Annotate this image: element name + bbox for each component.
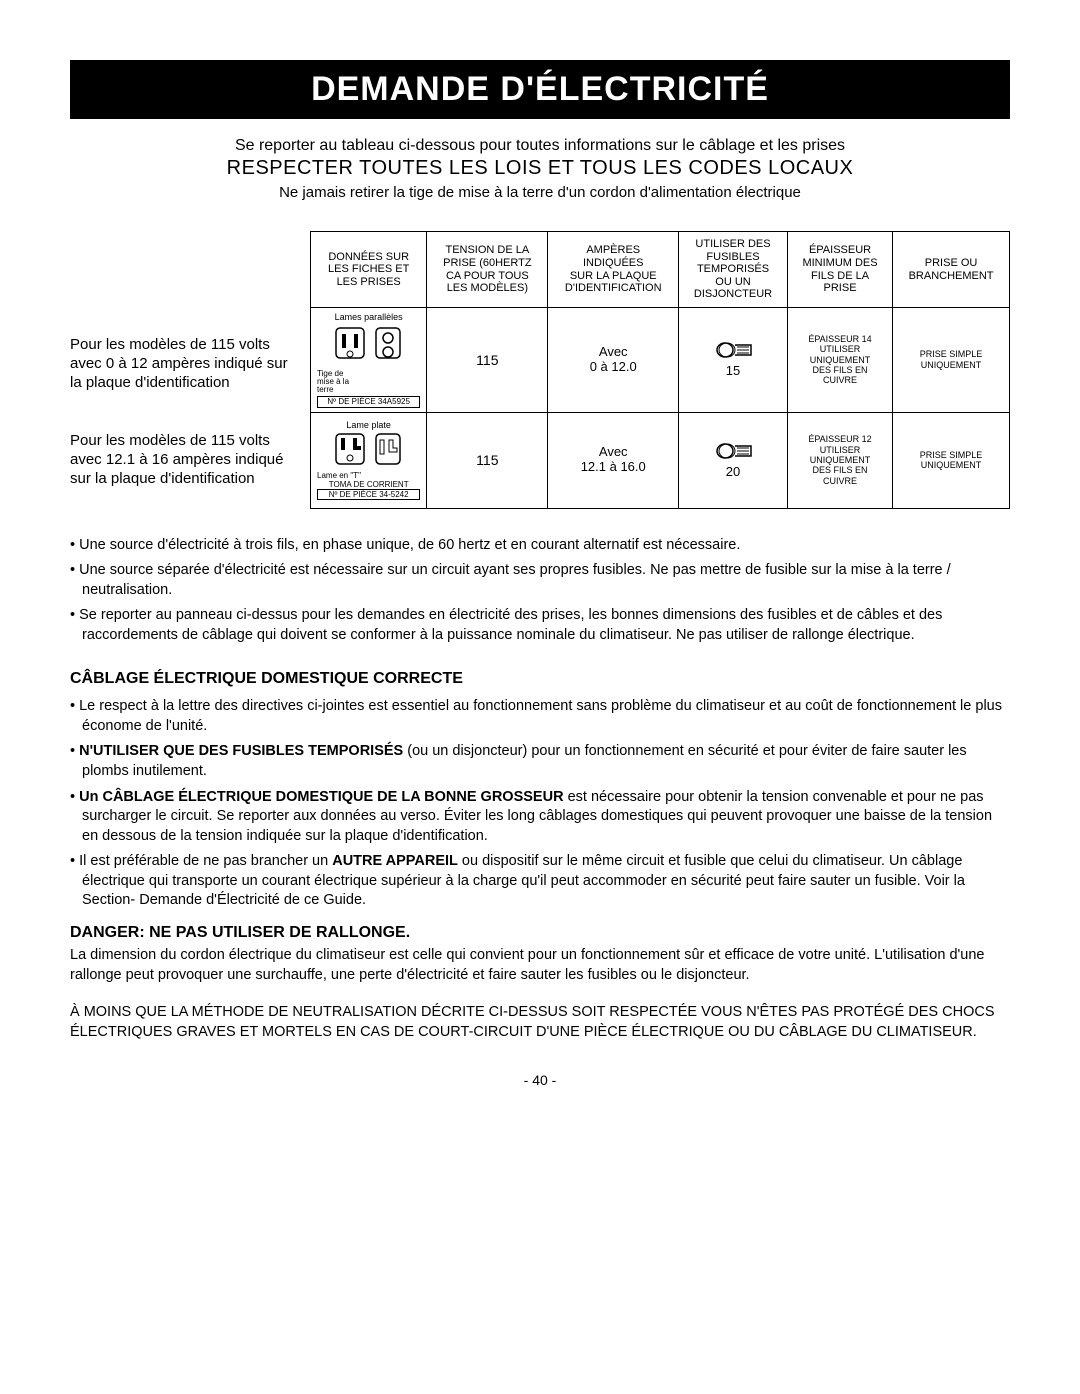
plug-cell-1: Lames parallèles Tige de mise à la terre… — [311, 308, 427, 413]
plug-cell-2: Lame plate Lame en "T" TOMA DE CORRIENT … — [311, 412, 427, 508]
spec-table: DONNÉES SUR LES FICHES ET LES PRISES TEN… — [310, 231, 1010, 509]
danger-paragraph: La dimension du cordon électrique du cli… — [70, 946, 1010, 985]
subtitle-2: RESPECTER TOUTES LES LOIS ET TOUS LES CO… — [70, 157, 1010, 180]
part-number: Nº DE PIÈCE 34-5242 — [317, 489, 420, 500]
th-plugs: DONNÉES SUR LES FICHES ET LES PRISES — [311, 232, 427, 308]
voltage-cell: 115 — [427, 308, 548, 413]
plug-top-label: Lames parallèles — [317, 312, 420, 322]
fuse-cell: 15 — [679, 308, 788, 413]
page-number: - 40 - — [70, 1072, 1010, 1088]
bottom-warning: À MOINS QUE LA MÉTHODE DE NEUTRALISATION… — [70, 1003, 1010, 1042]
fuse-icon — [713, 441, 753, 461]
th-voltage: TENSION DE LA PRISE (60HERTZ CA POUR TOU… — [427, 232, 548, 308]
wiring-notes: Le respect à la lettre des directives ci… — [70, 694, 1010, 914]
table-row: Lame plate Lame en "T" TOMA DE CORRIENT … — [311, 412, 1010, 508]
part-number: Nº DE PIÈCE 34A5925 — [317, 396, 420, 407]
plug-parallel-icon — [334, 324, 404, 368]
note-item: N'UTILISER QUE DES FUSIBLES TEMPORISÉS (… — [70, 739, 1010, 784]
section-heading: CÂBLAGE ÉLECTRIQUE DOMESTIQUE CORRECTE — [70, 670, 1010, 688]
th-outlet: PRISE OU BRANCHEMENT — [893, 232, 1010, 308]
subtitle-3: Ne jamais retirer la tige de mise à la t… — [70, 184, 1010, 201]
main-bullets: Une source d'électricité à trois fils, e… — [70, 533, 1010, 649]
amps-cell: Avec 12.1 à 16.0 — [548, 412, 679, 508]
note-item: Il est préférable de ne pas brancher un … — [70, 849, 1010, 914]
note-item: Le respect à la lettre des directives ci… — [70, 694, 1010, 739]
plug-t-blade-icon — [334, 432, 404, 470]
outlet-cell: PRISE SIMPLE UNIQUEMENT — [893, 308, 1010, 413]
title-bar: DEMANDE D'ÉLECTRICITÉ — [70, 60, 1010, 119]
voltage-cell: 115 — [427, 412, 548, 508]
th-amps: AMPÈRES INDIQUÉES SUR LA PLAQUE D'IDENTI… — [548, 232, 679, 308]
row-label-1: Pour les modèles de 115 volts avec 0 à 1… — [70, 317, 310, 413]
note-item: Un CÂBLAGE ÉLECTRIQUE DOMESTIQUE DE LA B… — [70, 785, 1010, 850]
title-text: DEMANDE D'ÉLECTRICITÉ — [311, 70, 769, 108]
bullet: Une source d'électricité à trois fils, e… — [70, 533, 1010, 559]
plug-top-label: Lame plate — [317, 420, 420, 430]
wire-cell: ÉPAISSEUR 12 UTILISER UNIQUEMENT DES FIL… — [787, 412, 892, 508]
th-wire: ÉPAISSEUR MINIMUM DES FILS DE LA PRISE — [787, 232, 892, 308]
fuse-icon — [713, 340, 753, 360]
spec-table-area: Pour les modèles de 115 volts avec 0 à 1… — [70, 231, 1010, 509]
table-header-row: DONNÉES SUR LES FICHES ET LES PRISES TEN… — [311, 232, 1010, 308]
danger-heading: DANGER: NE PAS UTILISER DE RALLONGE. — [70, 924, 1010, 942]
row-label-2: Pour les modèles de 115 volts avec 12.1 … — [70, 413, 310, 509]
outlet-cell: PRISE SIMPLE UNIQUEMENT — [893, 412, 1010, 508]
subtitle-1: Se reporter au tableau ci-dessous pour t… — [70, 137, 1010, 155]
bullet: Se reporter au panneau ci-dessus pour le… — [70, 603, 1010, 648]
fuse-cell: 20 — [679, 412, 788, 508]
amps-cell: Avec 0 à 12.0 — [548, 308, 679, 413]
th-fuses: UTILISER DES FUSIBLES TEMPORISÉS OU UN D… — [679, 232, 788, 308]
bullet: Une source séparée d'électricité est néc… — [70, 558, 1010, 603]
table-left-labels: Pour les modèles de 115 volts avec 0 à 1… — [70, 231, 310, 509]
wire-cell: ÉPAISSEUR 14 UTILISER UNIQUEMENT DES FIL… — [787, 308, 892, 413]
table-row: Lames parallèles Tige de mise à la terre… — [311, 308, 1010, 413]
